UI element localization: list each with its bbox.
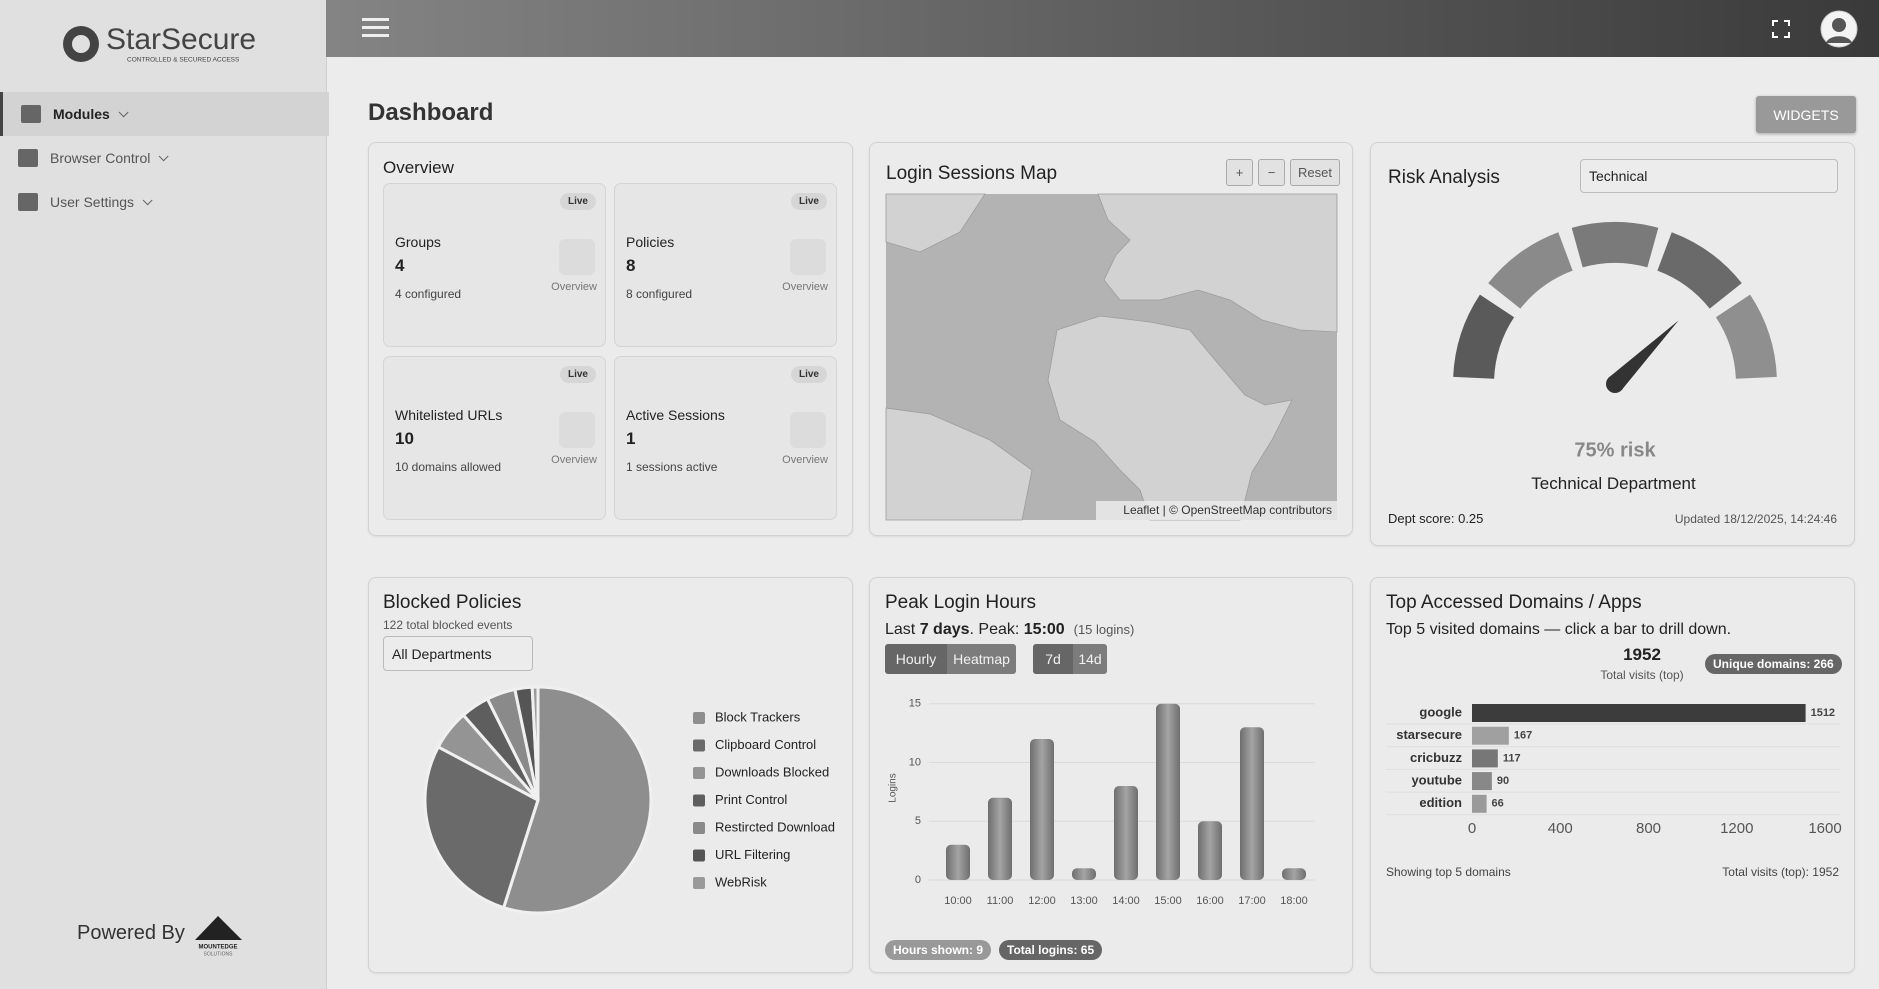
fullscreen-button[interactable] (1772, 20, 1790, 38)
stat-label: Whitelisted URLs (395, 407, 503, 423)
summary: Last 7 days. Peak: 15:00 (15 logins) (885, 621, 1134, 639)
brand-tagline: CONTROLLED & SECURED ACCESS (127, 57, 240, 64)
stat-icon (790, 239, 826, 275)
stat-label: Policies (626, 234, 675, 250)
toggle-button[interactable]: Heatmap (947, 644, 1016, 674)
card-title: Peak Login Hours (885, 592, 1037, 613)
stat-card: Live Whitelisted URLs 10 10 domains allowed… (383, 356, 606, 520)
stat-icon (559, 239, 595, 275)
company-sub: SOLUTIONS (204, 951, 234, 957)
stat-link[interactable]: Overview (551, 454, 597, 466)
nav-item[interactable]: Modules (0, 92, 329, 136)
summary-part: 7 days (919, 621, 970, 638)
stat-link[interactable]: Overview (782, 454, 828, 466)
footer-right: Total visits (top): 1952 (1722, 865, 1839, 879)
map-control[interactable]: + (1226, 159, 1253, 186)
badge: Live (790, 193, 827, 210)
card-title: Risk Analysis (1388, 167, 1500, 188)
sidebar: StarSecure CONTROLLED & SECURED ACCESS M… (0, 0, 329, 989)
unique-badge: Unique domains: 266 (1705, 654, 1842, 674)
footer-badge: Hours shown: 9 (885, 940, 992, 960)
chevron (142, 194, 153, 205)
toggle-button[interactable]: 14d (1073, 644, 1107, 674)
avatar[interactable] (1820, 10, 1858, 48)
topbar (326, 0, 1879, 57)
card-title: Blocked Policies (383, 592, 522, 613)
card-subtitle: 122 total blocked events (383, 618, 513, 632)
menu-button[interactable] (362, 18, 390, 40)
nav-label: Browser Control (50, 150, 151, 166)
brand-name: StarSecure (106, 23, 256, 56)
map-control[interactable]: Reset (1290, 159, 1340, 186)
filter-select[interactable]: All Departments (383, 636, 533, 671)
summary-part: Last (885, 621, 916, 638)
stat-link[interactable]: Overview (782, 281, 828, 293)
card-title: Overview (383, 158, 454, 177)
widgets-button[interactable]: WIDGETS (1756, 96, 1856, 133)
toggle-button[interactable]: Hourly (885, 644, 947, 674)
powered-by: Powered By (77, 922, 185, 944)
hbar-card (1370, 577, 1855, 973)
stat-note: 8 configured (626, 287, 693, 301)
nav-label: Modules (53, 106, 110, 122)
chevron (159, 150, 169, 161)
company: MOUNTEDGE (199, 945, 238, 951)
stat-value: 1 (626, 429, 636, 448)
badge: Live (790, 366, 827, 383)
nav-icon (18, 149, 38, 167)
stat-card: Live Active Sessions 1 1 sessions active Ove… (614, 356, 837, 520)
updated: Updated 18/12/2025, 14:24:46 (1674, 512, 1837, 526)
company-logo: MOUNTEDGE SOLUTIONS (195, 916, 242, 957)
summary-part: (15 logins) (1073, 622, 1135, 637)
logo: StarSecure CONTROLLED & SECURED ACCESS (63, 23, 256, 64)
bar-card (869, 577, 1353, 973)
dept-score: Dept score: 0.25 (1388, 511, 1484, 526)
total: 1952 (1623, 645, 1661, 664)
nav-icon (21, 105, 41, 123)
page-title: Dashboard (368, 99, 494, 126)
stat-value: 10 (395, 429, 414, 448)
toggle-button[interactable]: 7d (1033, 644, 1073, 674)
card-subtitle: Top 5 visited domains — click a bar to d… (1386, 621, 1732, 638)
select-value: All Departments (392, 645, 492, 662)
stat-card: Live Policies 8 8 configured Overview (614, 183, 837, 347)
nav-item[interactable]: Browser Control (0, 136, 326, 180)
stat-icon (790, 412, 826, 448)
summary-part: . Peak: (969, 621, 1020, 638)
card-title: Top Accessed Domains / Apps (1386, 592, 1642, 613)
stat-note: 4 configured (395, 287, 462, 301)
total-label: Total visits (top) (1600, 668, 1684, 682)
summary-part: 15:00 (1023, 621, 1065, 638)
risk-select[interactable]: Technical (1580, 159, 1838, 193)
nav-label: User Settings (50, 194, 135, 210)
nav-icon (18, 193, 38, 211)
footer-badge: Total logins: 65 (999, 940, 1103, 960)
department: Technical Department (1531, 474, 1696, 493)
stat-value: 8 (626, 256, 636, 275)
badge: Live (559, 366, 596, 383)
select-value: Technical (1589, 168, 1648, 184)
map-control[interactable]: − (1258, 159, 1285, 186)
stat-link[interactable]: Overview (551, 281, 597, 293)
stat-note: 10 domains allowed (395, 460, 502, 474)
nav-item[interactable]: User Settings (0, 180, 326, 224)
stat-icon (559, 412, 595, 448)
stat-card: Live Groups 4 4 configured Overview (383, 183, 606, 347)
logo-mountain (195, 916, 242, 940)
stat-note: 1 sessions active (626, 460, 718, 474)
footer-left: Showing top 5 domains (1386, 865, 1511, 879)
chevron (118, 106, 129, 117)
stat-label: Groups (395, 234, 441, 250)
stat-value: 4 (395, 256, 405, 275)
badge: Live (559, 193, 596, 210)
logo-icon (72, 35, 90, 53)
card-title: Login Sessions Map (886, 163, 1058, 184)
risk-card: Risk Analysis Technical Technical Depart… (1370, 142, 1855, 546)
map-card: Login Sessions Map (869, 142, 1353, 536)
stat-label: Active Sessions (626, 407, 725, 423)
